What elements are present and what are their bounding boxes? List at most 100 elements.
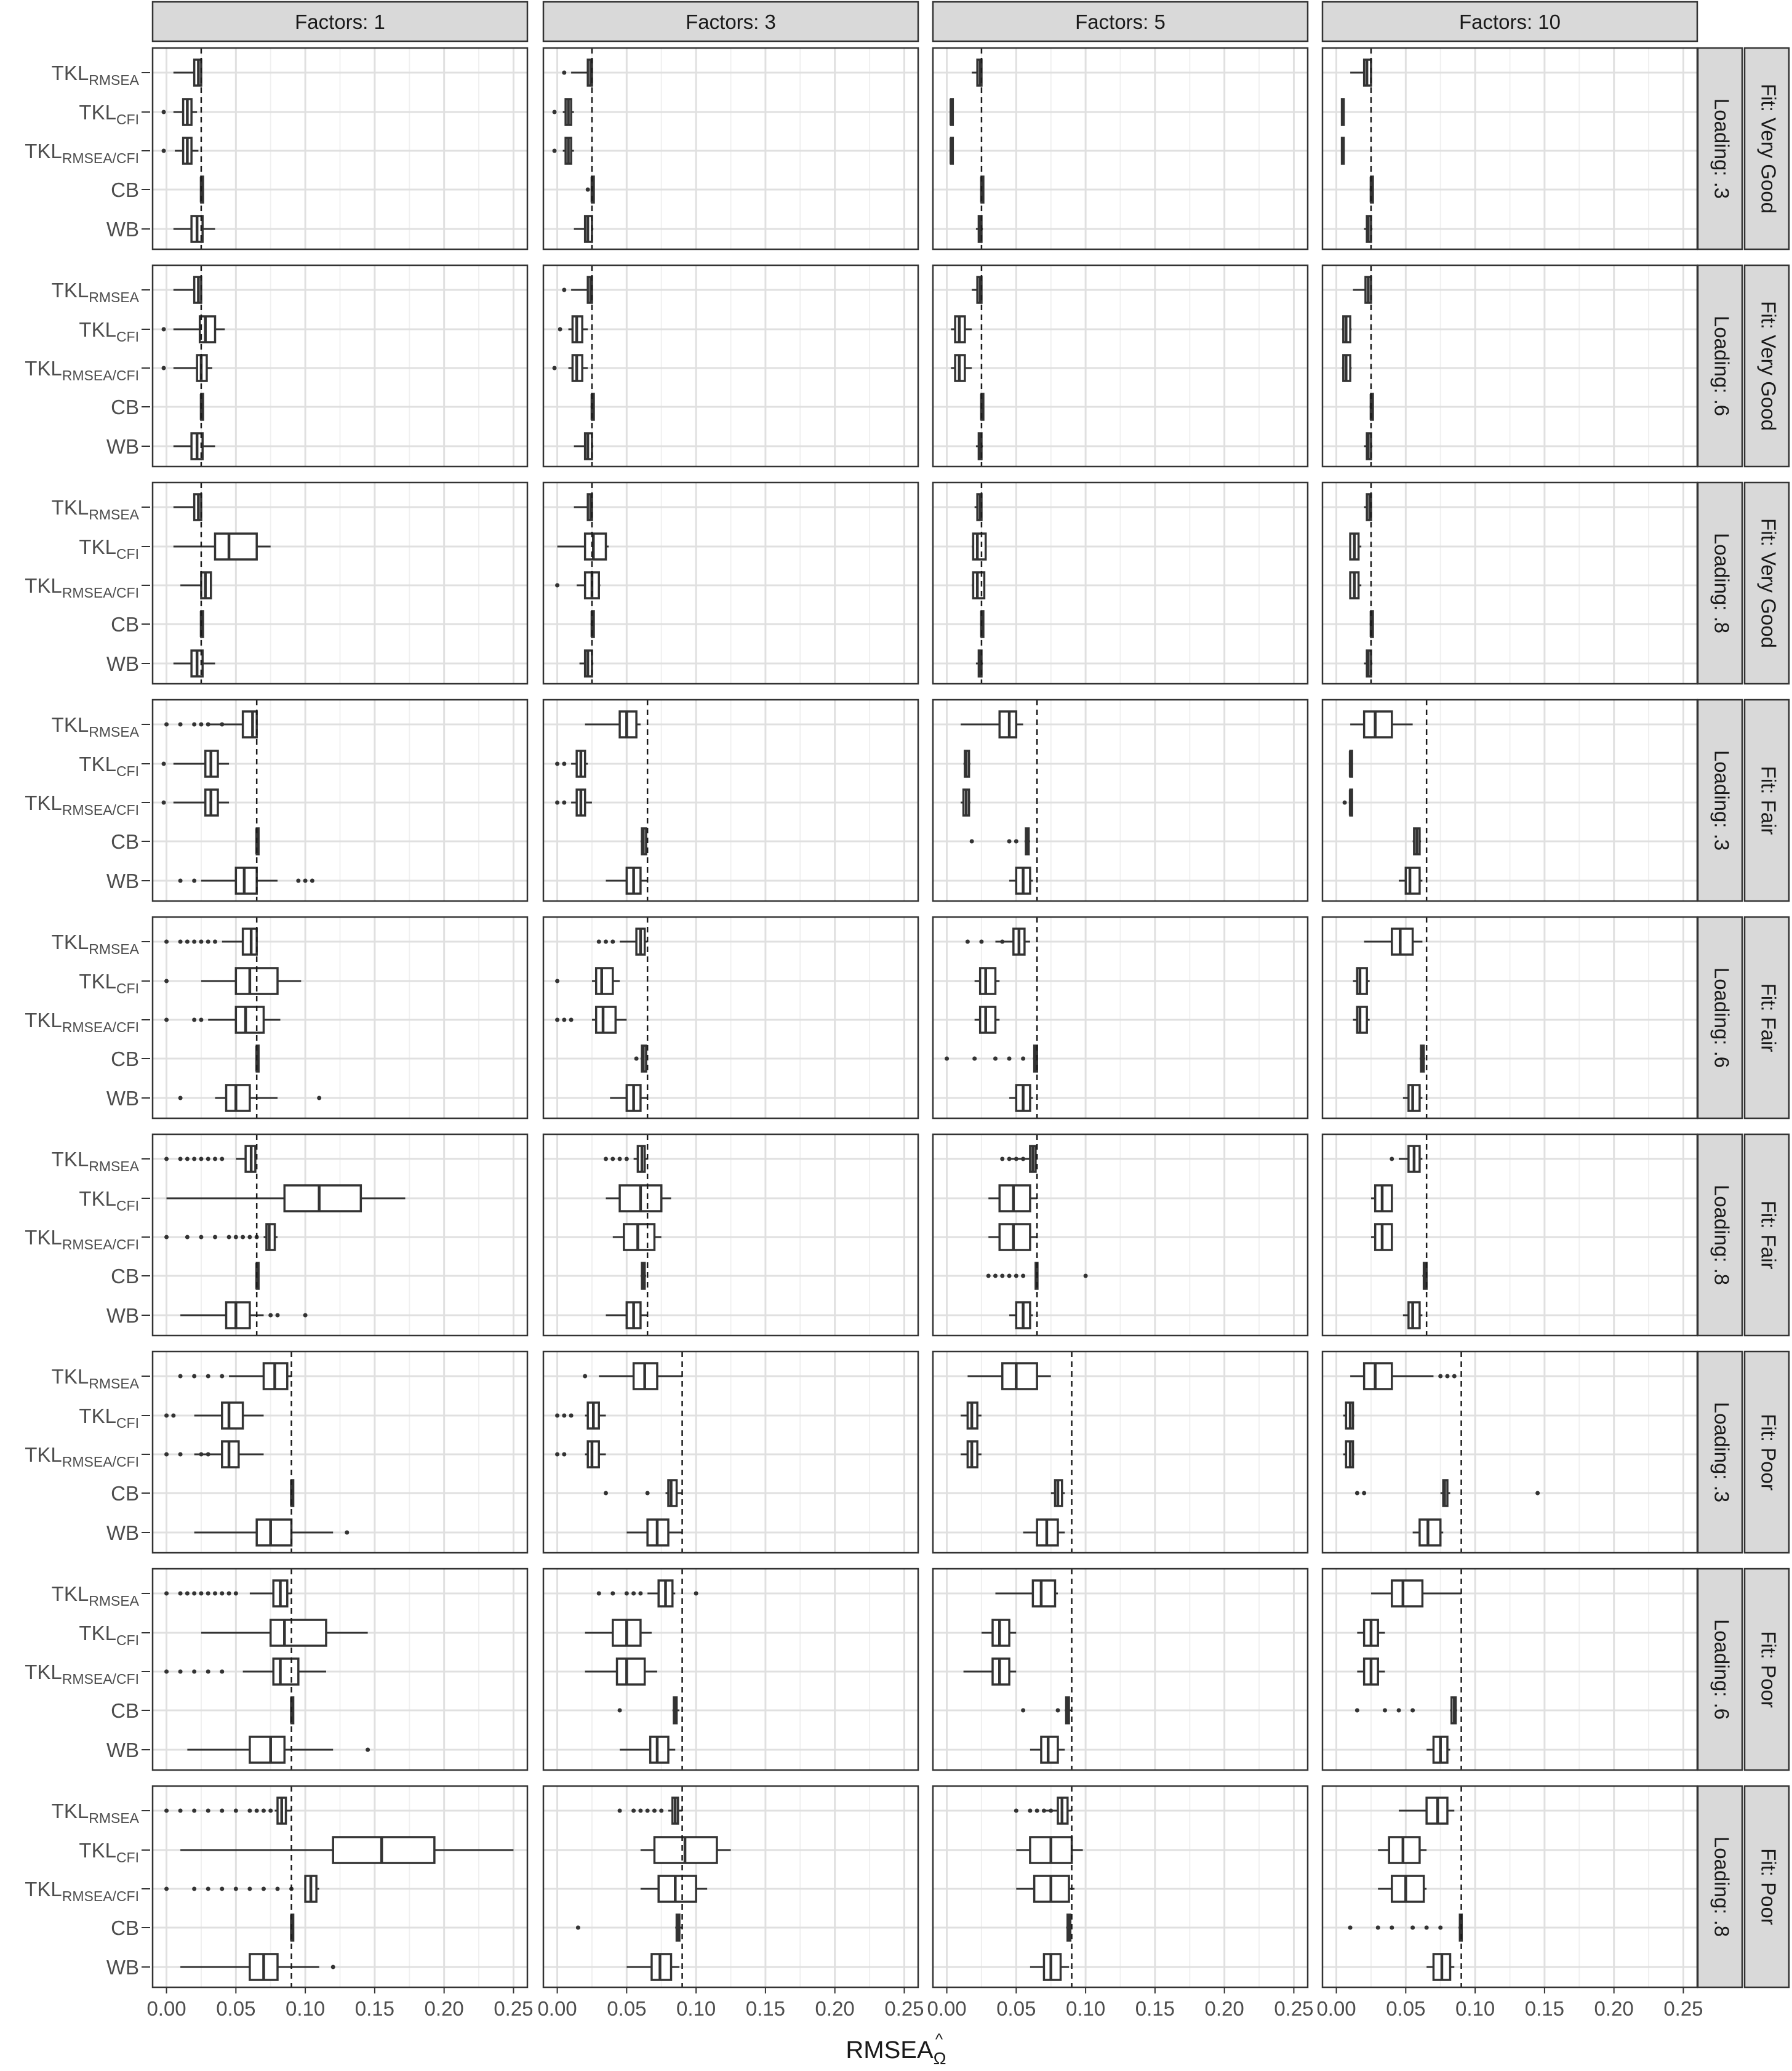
boxplot bbox=[1370, 1579, 1462, 1608]
boxplot bbox=[555, 1401, 606, 1430]
x-tick-label: 0.00 bbox=[1316, 1997, 1356, 2020]
box-iqr bbox=[225, 1301, 251, 1329]
outlier-point bbox=[241, 1235, 246, 1240]
outlier-point bbox=[972, 1056, 977, 1061]
outlier-point bbox=[604, 1156, 608, 1161]
outlier-point bbox=[220, 1591, 225, 1596]
y-tick-label: TKLRMSEA/CFI bbox=[25, 1009, 139, 1035]
boxplot bbox=[1342, 354, 1352, 382]
boxplot bbox=[558, 315, 588, 343]
y-tick-label: TKLRMSEA bbox=[52, 931, 140, 957]
panel-border bbox=[151, 1133, 529, 1337]
outlier-point bbox=[596, 939, 601, 944]
facet-panel bbox=[542, 916, 919, 1120]
x-tick-label: 0.25 bbox=[1663, 1997, 1703, 2020]
boxplot bbox=[164, 1223, 278, 1251]
outlier-point bbox=[1000, 1156, 1005, 1161]
boxplot bbox=[552, 354, 588, 382]
outlier-point bbox=[596, 1591, 601, 1596]
outlier-point bbox=[199, 1452, 204, 1457]
outlier-point bbox=[199, 1235, 204, 1240]
outlier-point bbox=[1028, 1808, 1033, 1813]
outlier-point bbox=[192, 878, 197, 883]
box-iqr bbox=[241, 927, 258, 956]
y-tick-label: TKLRMSEA bbox=[52, 496, 140, 523]
outlier-point bbox=[562, 761, 567, 766]
outlier-point bbox=[192, 939, 197, 944]
panel-border bbox=[151, 699, 529, 902]
outlier-point bbox=[1034, 1808, 1039, 1813]
panel-border bbox=[542, 481, 919, 685]
outlier-point bbox=[206, 939, 210, 944]
outlier-point bbox=[206, 1156, 210, 1161]
outlier-point bbox=[610, 939, 615, 944]
box-iqr bbox=[198, 315, 217, 343]
y-tick-label: WB bbox=[106, 1739, 139, 1761]
boxplot bbox=[178, 1084, 322, 1112]
row-strip-label: Loading: .8 bbox=[1710, 1185, 1733, 1285]
panel-border bbox=[542, 1785, 919, 1989]
outlier-point bbox=[1390, 1156, 1394, 1161]
column-strip-box bbox=[542, 1, 919, 42]
boxplot bbox=[617, 1797, 682, 1825]
x-axis-title-accent: ^ bbox=[935, 2030, 943, 2048]
y-tick-label: TKLCFI bbox=[79, 1404, 139, 1431]
boxplot bbox=[164, 1797, 292, 1825]
boxplot bbox=[180, 571, 212, 599]
outlier-point bbox=[213, 1591, 217, 1596]
row-strip-box bbox=[1697, 264, 1743, 468]
fit-strip: Fit: Poor bbox=[1743, 1785, 1790, 1989]
boxplot bbox=[981, 1619, 1017, 1647]
x-tick-label: 0.15 bbox=[1525, 1997, 1564, 2020]
outlier-point bbox=[226, 1591, 231, 1596]
y-tick-label: CB bbox=[111, 1482, 139, 1505]
outlier-point bbox=[1438, 1374, 1443, 1379]
panel-border bbox=[151, 1568, 529, 1771]
outlier-point bbox=[1535, 1491, 1540, 1496]
outlier-point bbox=[569, 1413, 574, 1418]
panel-border bbox=[1321, 916, 1698, 1120]
outlier-point bbox=[206, 1669, 210, 1674]
box-iqr bbox=[1391, 1579, 1424, 1608]
facet-panel bbox=[151, 1133, 529, 1337]
outlier-point bbox=[275, 1886, 280, 1891]
outlier-point bbox=[694, 1591, 698, 1596]
column-strip-box bbox=[1321, 1, 1698, 42]
outlier-point bbox=[220, 1886, 225, 1891]
boxplot bbox=[610, 1084, 648, 1112]
boxplot bbox=[552, 137, 574, 165]
x-tick-label: 0.25 bbox=[494, 1997, 533, 2020]
boxplot bbox=[187, 1736, 370, 1764]
boxplot bbox=[963, 750, 970, 778]
y-tick-label: TKLRMSEA bbox=[52, 1148, 140, 1174]
facet-panel bbox=[1321, 47, 1698, 250]
outlier-point bbox=[268, 1313, 273, 1318]
panel-border bbox=[1321, 264, 1698, 468]
boxplot bbox=[596, 1579, 698, 1608]
y-tick-label: CB bbox=[111, 613, 139, 636]
y-tick-label: TKLCFI bbox=[79, 101, 139, 127]
boxplot bbox=[995, 1579, 1058, 1608]
boxplot bbox=[1354, 1479, 1540, 1507]
outlier-point bbox=[161, 110, 166, 114]
y-tick-label: TKLRMSEA/CFI bbox=[25, 791, 139, 818]
box-iqr bbox=[583, 532, 607, 561]
row-strip-label: Loading: .6 bbox=[1710, 316, 1733, 416]
outlier-point bbox=[1000, 1273, 1005, 1278]
x-tick-label: 0.05 bbox=[1386, 1997, 1425, 2020]
boxplot bbox=[164, 1145, 257, 1173]
box-iqr bbox=[991, 1657, 1010, 1686]
outlier-point bbox=[164, 1156, 169, 1161]
y-tick-label: WB bbox=[106, 1087, 139, 1110]
outlier-point bbox=[161, 800, 166, 805]
boxplot bbox=[1050, 1479, 1065, 1507]
outlier-point bbox=[206, 722, 210, 727]
outlier-point bbox=[178, 1096, 183, 1100]
facet-panel bbox=[1321, 1568, 1698, 1771]
boxplot bbox=[617, 1696, 680, 1724]
boxplot bbox=[1402, 1084, 1423, 1112]
facet-panel bbox=[932, 264, 1309, 468]
panel-border bbox=[151, 1785, 529, 1989]
box-iqr bbox=[667, 1479, 678, 1507]
boxplot bbox=[1370, 1223, 1393, 1251]
